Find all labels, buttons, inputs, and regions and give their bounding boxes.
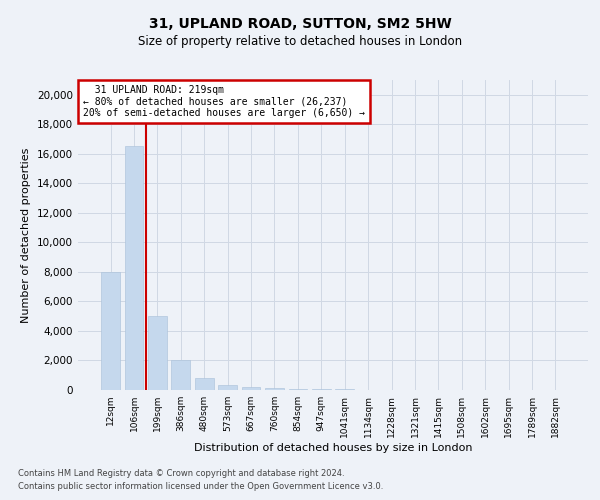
Text: 31, UPLAND ROAD, SUTTON, SM2 5HW: 31, UPLAND ROAD, SUTTON, SM2 5HW [149,18,451,32]
Bar [125,146,143,390]
Bar [265,388,284,390]
Text: Contains HM Land Registry data © Crown copyright and database right 2024.: Contains HM Land Registry data © Crown c… [18,468,344,477]
Text: 31 UPLAND ROAD: 219sqm
← 80% of detached houses are smaller (26,237)
20% of semi: 31 UPLAND ROAD: 219sqm ← 80% of detached… [83,84,365,118]
X-axis label: Distribution of detached houses by size in London: Distribution of detached houses by size … [194,442,472,452]
Bar [242,387,260,390]
Bar [148,316,167,390]
Bar [289,389,307,390]
Bar [195,378,214,390]
Bar [101,272,120,390]
Y-axis label: Number of detached properties: Number of detached properties [22,148,31,322]
Text: Contains public sector information licensed under the Open Government Licence v3: Contains public sector information licen… [18,482,383,491]
Text: Size of property relative to detached houses in London: Size of property relative to detached ho… [138,35,462,48]
Bar [172,360,190,390]
Bar [218,385,237,390]
Bar [312,389,331,390]
